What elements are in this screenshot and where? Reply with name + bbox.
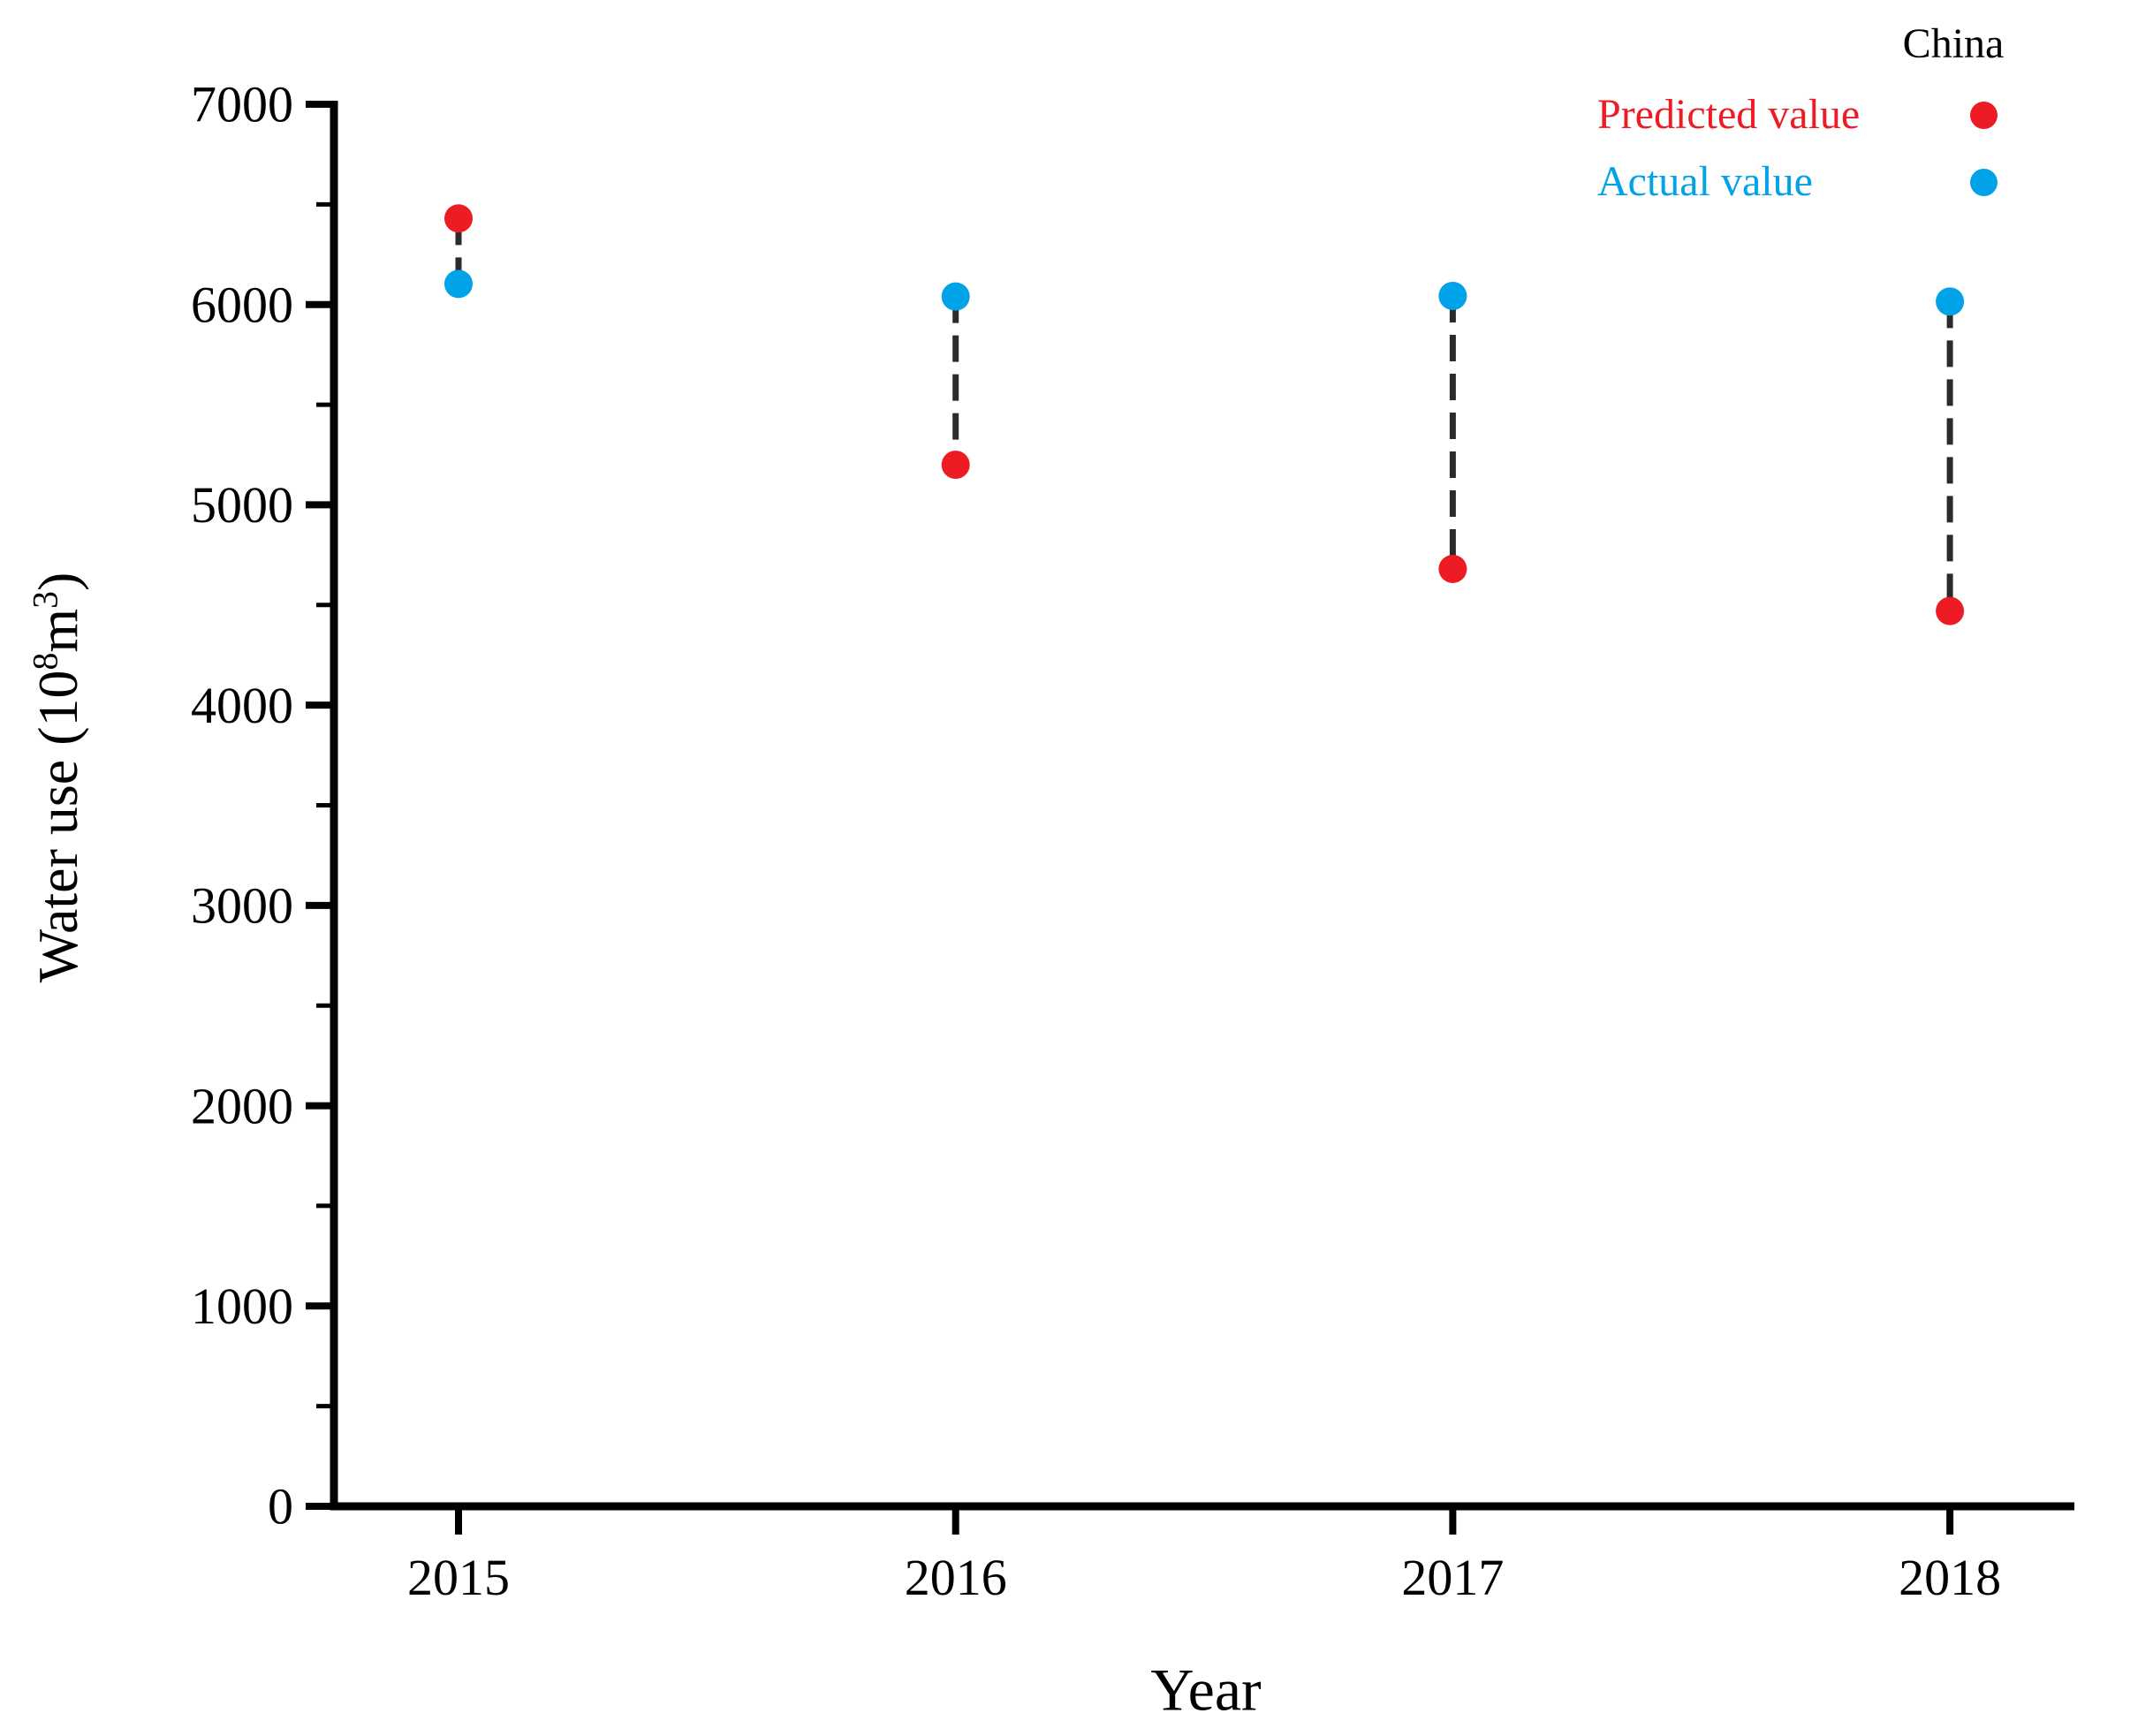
x-tick-label-2018: 2018 bbox=[1899, 1549, 2001, 1606]
y-tick-label-4000: 4000 bbox=[191, 677, 293, 734]
x-axis-title: Year bbox=[1150, 1656, 1262, 1724]
x-tick-label-2017: 2017 bbox=[1401, 1549, 1504, 1606]
point-predicted-2016 bbox=[941, 451, 970, 480]
y-axis-title-sup: 8 bbox=[26, 652, 65, 671]
legend-title: China bbox=[1902, 20, 2005, 67]
y-tick-label-0: 0 bbox=[268, 1478, 293, 1535]
y-tick-label-5000: 5000 bbox=[191, 476, 293, 534]
point-actual-2018 bbox=[1936, 287, 1965, 316]
x-tick-label-2016: 2016 bbox=[905, 1549, 1007, 1606]
point-predicted-2017 bbox=[1438, 554, 1467, 583]
y-axis-title-part: ) bbox=[27, 572, 89, 592]
point-predicted-2018 bbox=[1936, 596, 1965, 625]
y-tick-label-6000: 6000 bbox=[191, 276, 293, 333]
y-tick-label-3000: 3000 bbox=[191, 877, 293, 935]
point-actual-2015 bbox=[444, 269, 473, 299]
legend-entry-predicted: Predicted value bbox=[1597, 92, 2092, 138]
y-axis-title-part: m bbox=[27, 608, 89, 653]
point-actual-2016 bbox=[941, 282, 970, 311]
y-tick-label-2000: 2000 bbox=[191, 1077, 293, 1134]
y-axis-title-sup: 3 bbox=[26, 591, 65, 609]
y-axis-title-part: Water use (10 bbox=[27, 670, 89, 983]
point-predicted-2015 bbox=[444, 204, 473, 233]
legend-entry-actual: Actual value bbox=[1597, 159, 2092, 205]
legend-marker-actual-icon bbox=[1970, 169, 1998, 196]
legend-label-predicted: Predicted value bbox=[1597, 91, 1861, 138]
y-tick-label-7000: 7000 bbox=[191, 76, 293, 133]
y-axis-title: Water use (108m3) bbox=[26, 572, 91, 983]
legend: China Predicted value Actual value bbox=[1546, 9, 2094, 205]
x-tick-label-2015: 2015 bbox=[407, 1549, 510, 1606]
point-actual-2017 bbox=[1438, 281, 1467, 310]
legend-label-actual: Actual value bbox=[1597, 158, 1813, 205]
legend-marker-predicted-icon bbox=[1970, 102, 1998, 129]
y-tick-label-1000: 1000 bbox=[191, 1277, 293, 1335]
